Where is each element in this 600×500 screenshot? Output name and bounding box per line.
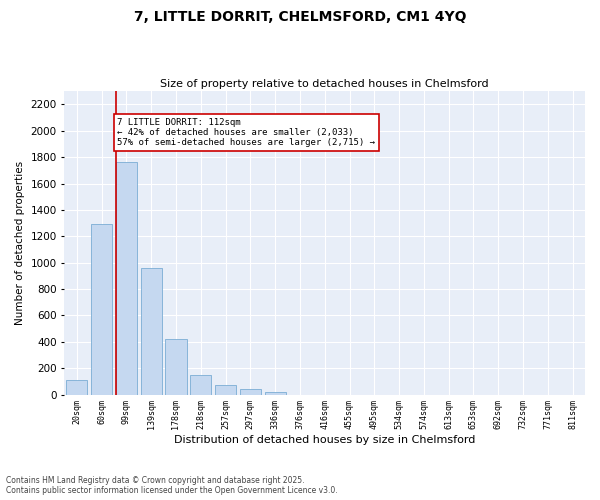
Y-axis label: Number of detached properties: Number of detached properties — [15, 161, 25, 325]
X-axis label: Distribution of detached houses by size in Chelmsford: Distribution of detached houses by size … — [174, 435, 475, 445]
Bar — [265, 392, 286, 394]
Bar — [190, 375, 211, 394]
Bar — [116, 162, 137, 394]
Bar — [91, 224, 112, 394]
Bar — [240, 390, 261, 394]
Text: Contains HM Land Registry data © Crown copyright and database right 2025.
Contai: Contains HM Land Registry data © Crown c… — [6, 476, 338, 495]
Bar — [215, 386, 236, 394]
Text: 7, LITTLE DORRIT, CHELMSFORD, CM1 4YQ: 7, LITTLE DORRIT, CHELMSFORD, CM1 4YQ — [134, 10, 466, 24]
Bar — [67, 380, 88, 394]
Bar — [140, 268, 162, 394]
Title: Size of property relative to detached houses in Chelmsford: Size of property relative to detached ho… — [160, 79, 489, 89]
Bar — [166, 339, 187, 394]
Text: 7 LITTLE DORRIT: 112sqm
← 42% of detached houses are smaller (2,033)
57% of semi: 7 LITTLE DORRIT: 112sqm ← 42% of detache… — [117, 118, 375, 148]
